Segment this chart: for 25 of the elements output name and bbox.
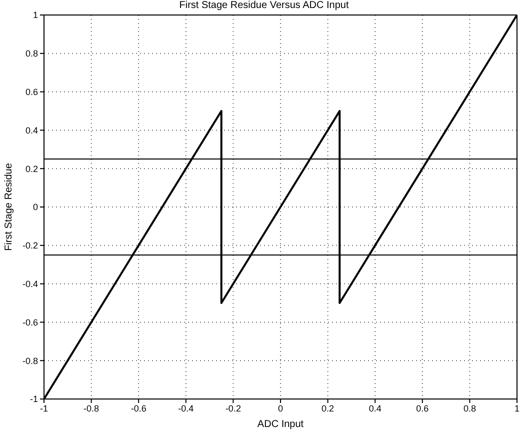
x-tick-label: -0.8 (84, 403, 100, 414)
y-axis-title: First Stage Residue (4, 162, 15, 251)
x-tick-label: 0.6 (416, 403, 429, 414)
x-tick-label: 0.2 (322, 403, 334, 414)
y-tick-label: -0.2 (22, 240, 38, 251)
y-tick-label: 0.4 (25, 125, 38, 136)
y-tick-label: 0 (32, 202, 38, 212)
x-tick-label: -0.4 (178, 403, 194, 414)
y-tick-label: -0.6 (22, 317, 38, 328)
chart-title: First Stage Residue Versus ADC Input (178, 0, 350, 11)
x-tick-label: 0.8 (463, 403, 476, 414)
y-tick-label: 0.8 (25, 48, 38, 59)
y-tick-label: -1 (30, 394, 38, 404)
x-tick-label: -0.6 (130, 403, 146, 414)
x-axis-title: ADC Input (257, 419, 304, 430)
y-tick-label: 0.6 (25, 86, 38, 97)
y-tick-label: 0.2 (25, 164, 38, 174)
y-tick-label: -0.8 (22, 356, 38, 366)
x-tick-label: 1 (514, 403, 520, 414)
y-tick-label: 1 (32, 10, 38, 20)
x-tick-label: -0.2 (225, 403, 241, 414)
x-tick-label: -1 (40, 403, 48, 414)
y-tick-label: -0.4 (22, 278, 38, 289)
x-tick-label: 0 (278, 403, 284, 414)
x-tick-label: 0.4 (368, 403, 382, 414)
